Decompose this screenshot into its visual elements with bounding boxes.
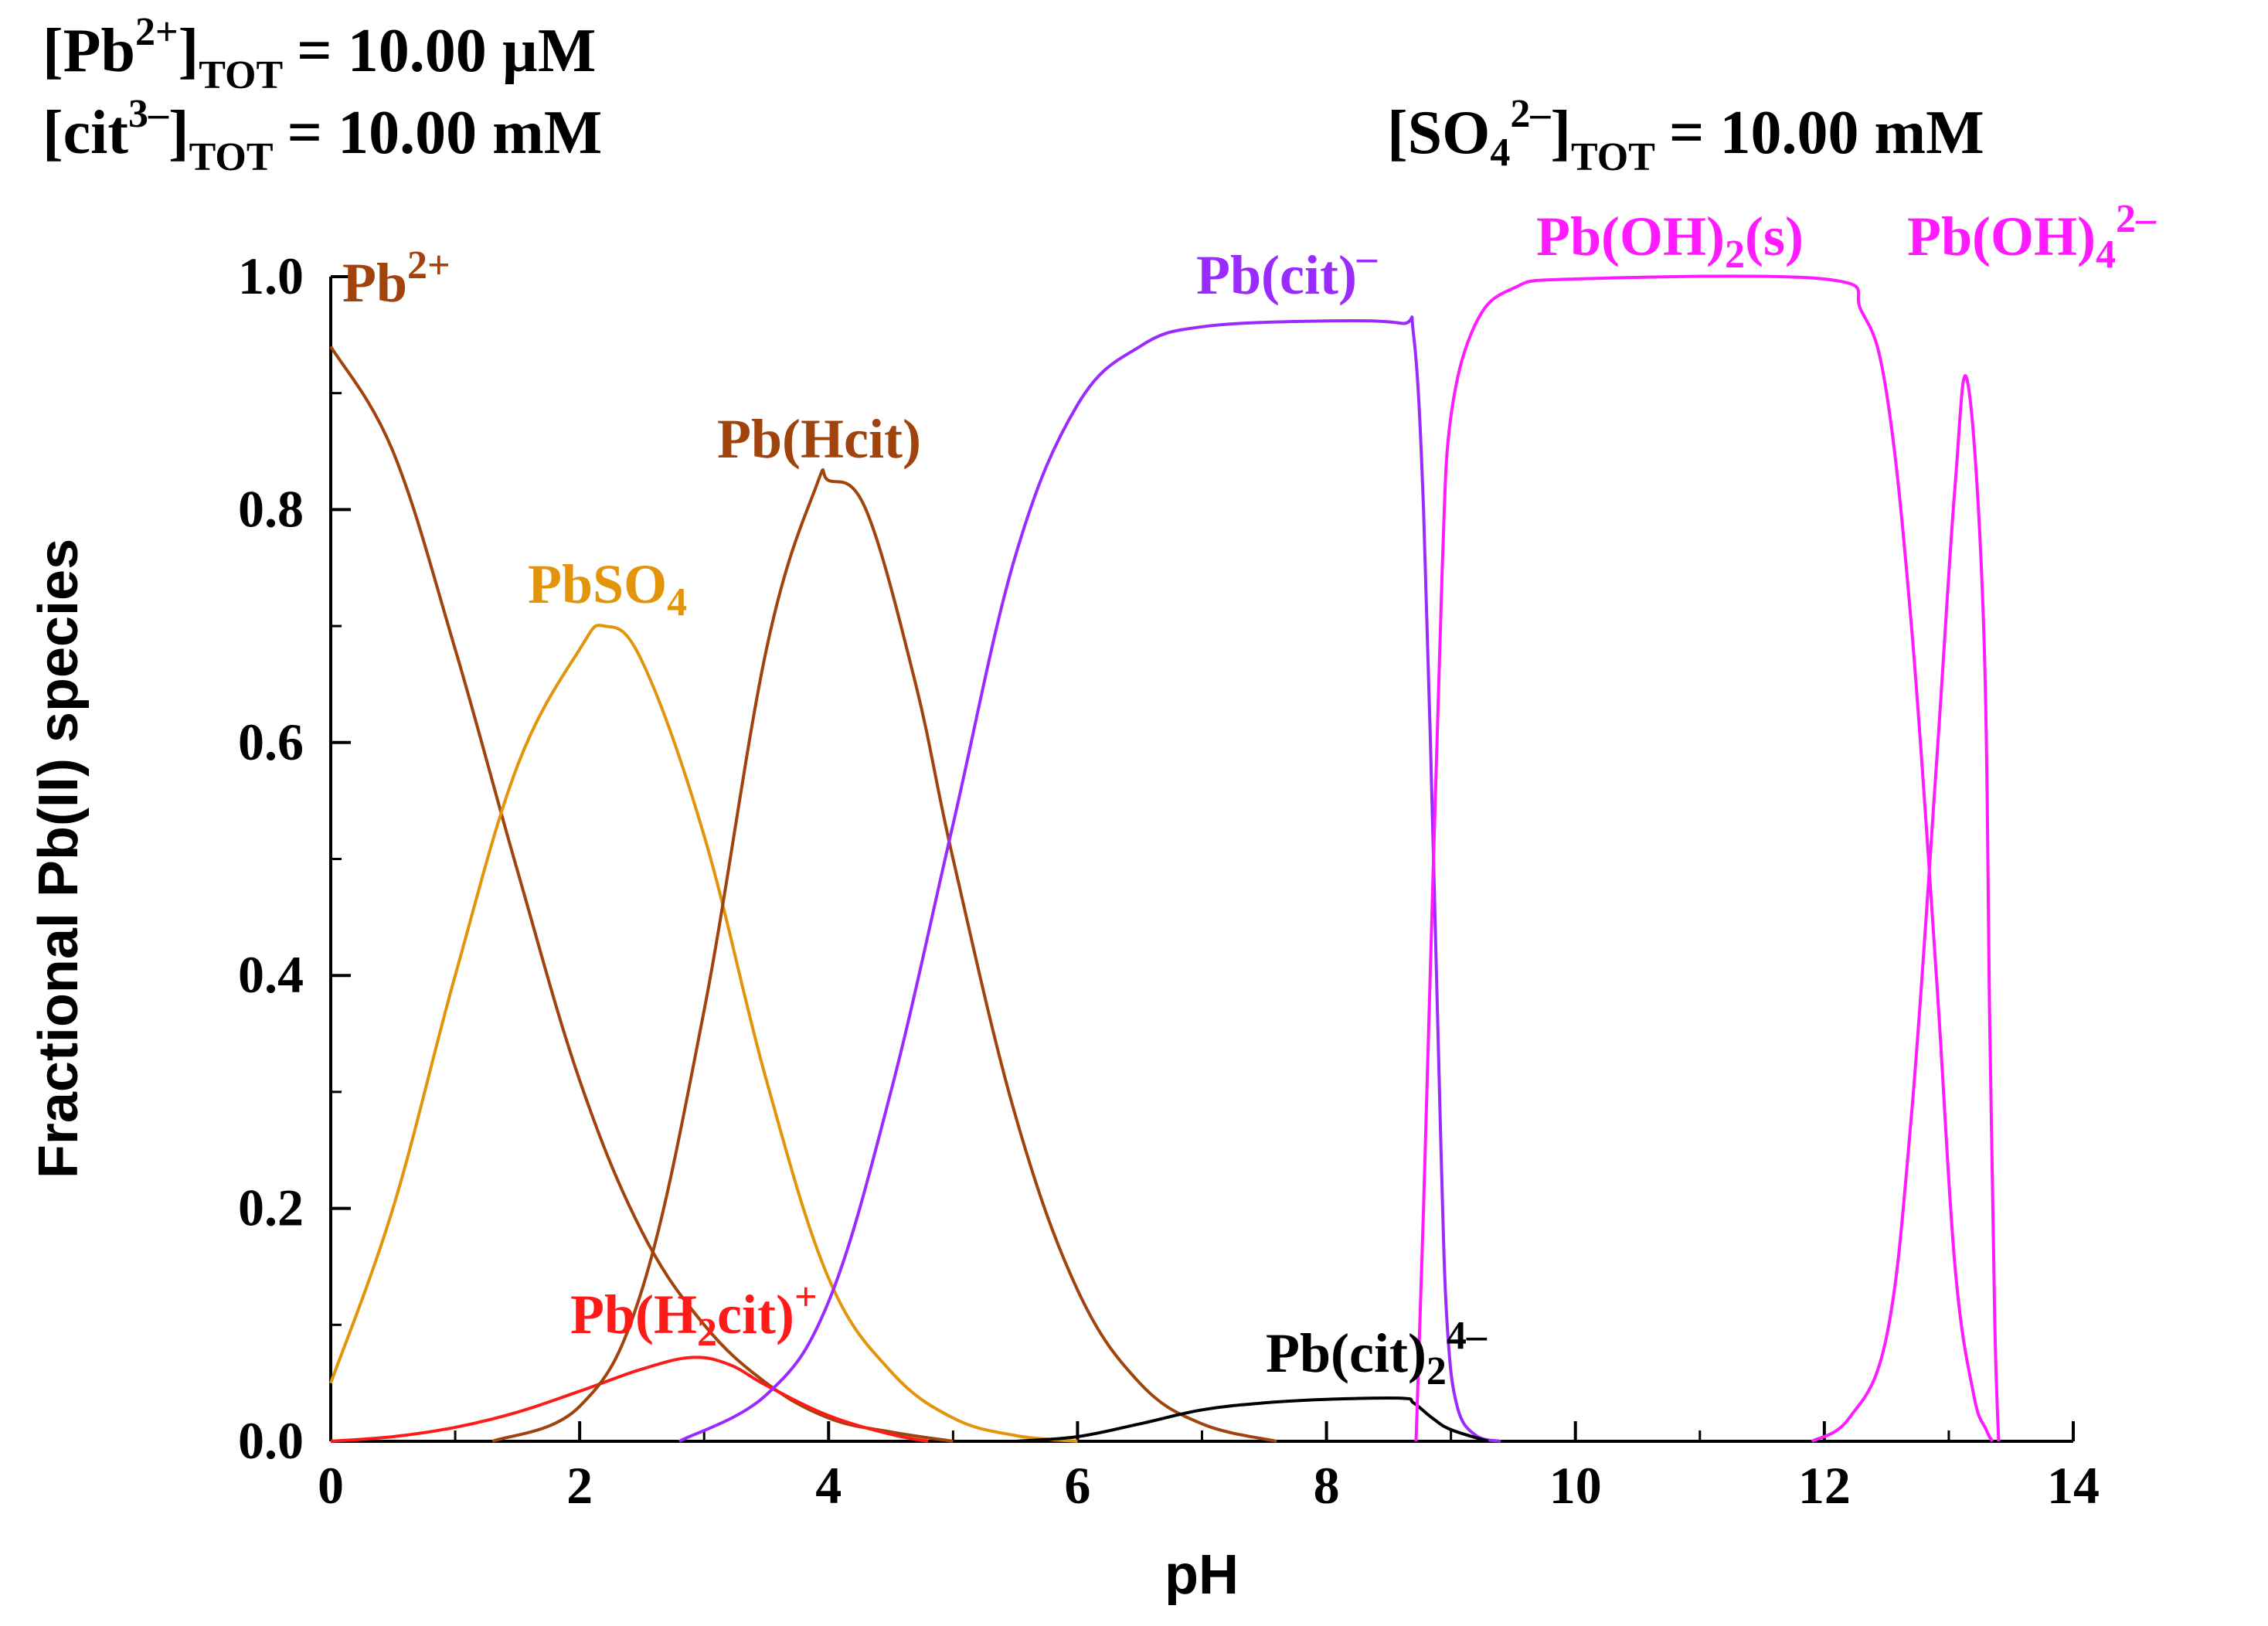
series-line-3	[491, 468, 1277, 1443]
pb-total-condition: [Pb2+]TOT = 10.00 µM	[43, 10, 596, 97]
series-line-1	[329, 624, 1078, 1443]
label-pbcit: Pb(cit)–	[1196, 236, 1378, 306]
x-tick-label: 10	[1549, 1456, 1602, 1515]
x-axis-title: pH	[1165, 1544, 1239, 1606]
label-pb2plus: Pb2+	[342, 243, 451, 314]
label-pboh2s: Pb(OH)2(s)	[1536, 206, 1804, 277]
series-line-0	[329, 345, 954, 1443]
y-tick-label: 0.8	[238, 479, 304, 538]
x-tick-label: 0	[318, 1456, 344, 1515]
x-tick-label: 6	[1064, 1456, 1090, 1515]
x-tick-label: 8	[1314, 1456, 1340, 1515]
x-tick-label: 2	[566, 1456, 593, 1515]
cit-total-condition: [cit3–]TOT = 10.00 mM	[43, 92, 602, 179]
label-pbhcit: Pb(Hcit)	[717, 408, 921, 470]
x-tick-label: 4	[815, 1456, 842, 1515]
y-tick-label: 0.0	[238, 1411, 304, 1470]
so4-total-condition: [SO42–]TOT = 10.00 mM	[1387, 92, 1984, 179]
series-lines	[329, 274, 2001, 1443]
series-line-4	[678, 315, 1501, 1443]
label-pboh4: Pb(OH)42–	[1907, 197, 2157, 277]
y-tick-label: 0.4	[238, 945, 304, 1004]
series-line-6	[1414, 274, 1994, 1442]
label-pbso4: PbSO4	[528, 553, 687, 624]
series-line-7	[1811, 374, 2001, 1443]
y-axis-title: Fractional Pb(II) species	[28, 539, 90, 1179]
x-tick-label: 14	[2047, 1456, 2100, 1515]
label-pbcit2: Pb(cit)24–	[1266, 1314, 1488, 1393]
x-tick-label: 12	[1798, 1456, 1851, 1515]
y-tick-label: 0.2	[238, 1179, 304, 1237]
series-line-5	[1015, 1396, 1489, 1443]
axes: 0 2 4 6 8 10 12 14 0.0 0.2 0.4 0.6 0.8 1.0	[238, 247, 2100, 1515]
y-tick-label: 1.0	[238, 247, 304, 305]
y-tick-label: 0.6	[238, 713, 304, 771]
label-pbh2cit: Pb(H2cit)+	[570, 1275, 818, 1355]
series-line-2	[330, 1356, 929, 1443]
series-labels: Pb2+ PbSO4 Pb(H2cit)+ Pb(Hcit) Pb(cit)– …	[342, 197, 2157, 1393]
